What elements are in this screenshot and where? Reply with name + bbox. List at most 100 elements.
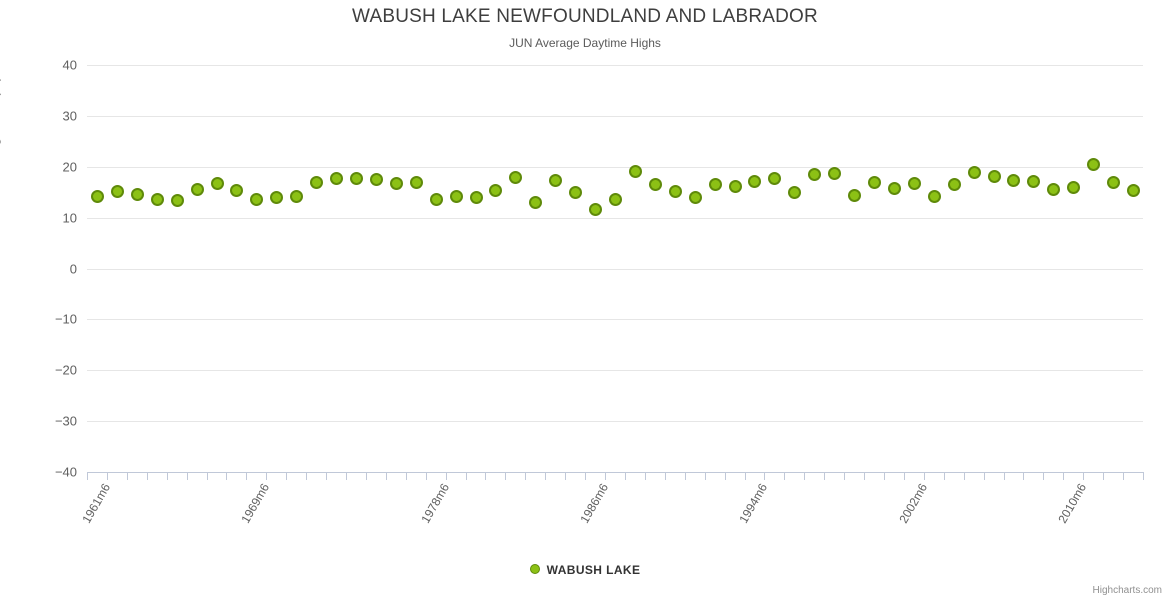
data-point[interactable] [150, 193, 164, 207]
gridline [87, 115, 1143, 117]
data-point[interactable] [489, 183, 503, 197]
data-point[interactable] [788, 186, 802, 200]
chart-subtitle: JUN Average Daytime Highs [509, 36, 661, 50]
x-axis-tick [286, 472, 288, 480]
data-point[interactable] [210, 177, 224, 191]
data-point[interactable] [190, 182, 204, 196]
data-point[interactable] [628, 164, 642, 178]
x-axis-tick-label: 1961m6 [79, 481, 114, 526]
x-axis-tick [664, 472, 666, 480]
data-point[interactable] [90, 189, 104, 203]
x-axis-tick [644, 472, 646, 480]
x-axis-tick [226, 472, 228, 480]
y-axis-tick-label: 40 [62, 57, 77, 73]
data-point[interactable] [668, 185, 682, 199]
data-point[interactable] [509, 171, 523, 185]
x-axis-tick-label: 2002m6 [896, 481, 930, 526]
x-axis-tick [385, 472, 387, 480]
data-point[interactable] [549, 173, 563, 187]
data-point[interactable] [469, 191, 483, 205]
data-point[interactable] [728, 180, 742, 194]
x-axis-tick [824, 472, 826, 480]
data-point[interactable] [290, 189, 304, 203]
data-point[interactable] [967, 165, 981, 179]
x-axis-tick [605, 472, 607, 480]
x-axis-tick [724, 472, 726, 480]
data-point[interactable] [310, 175, 324, 189]
x-axis-tick [764, 472, 766, 480]
x-axis-tick [943, 472, 945, 480]
x-axis-tick [1023, 472, 1025, 480]
x-axis-tick-label: 1978m6 [417, 481, 452, 526]
data-point[interactable] [529, 196, 543, 210]
data-point[interactable] [449, 189, 463, 203]
x-axis-tick [1063, 472, 1065, 480]
legend-item-label[interactable]: WABUSH LAKE [546, 562, 641, 577]
x-axis-tick [465, 472, 467, 480]
x-axis-tick [346, 472, 348, 480]
y-axis-tick-labels: 40 30 20 10 0 −10 −20 −30 −40 [17, 58, 77, 480]
y-axis-tick-label: 10 [62, 210, 77, 226]
data-point[interactable] [110, 184, 124, 198]
x-axis-tick [1083, 472, 1085, 480]
data-point[interactable] [330, 171, 344, 185]
data-point[interactable] [927, 189, 941, 203]
chart-legend[interactable]: WABUSH LAKE [0, 562, 1170, 577]
data-point[interactable] [808, 168, 822, 182]
data-point[interactable] [1047, 183, 1061, 197]
data-point[interactable] [230, 184, 244, 198]
data-point[interactable] [369, 173, 383, 187]
data-point[interactable] [1067, 181, 1081, 195]
data-point[interactable] [569, 185, 583, 199]
gridline [87, 370, 1143, 372]
data-point[interactable] [429, 192, 443, 206]
x-axis-tick [923, 472, 925, 480]
credits-label[interactable]: Highcharts.com [1092, 585, 1162, 596]
x-axis-tick [1003, 472, 1005, 480]
data-point[interactable] [409, 175, 423, 189]
data-point[interactable] [688, 190, 702, 204]
data-point[interactable] [130, 188, 144, 202]
data-point[interactable] [947, 177, 961, 191]
data-point[interactable] [389, 176, 403, 190]
data-point[interactable] [828, 167, 842, 181]
x-axis-tick [585, 472, 587, 480]
y-axis-tick-label: −40 [54, 464, 77, 480]
data-point[interactable] [1007, 174, 1021, 188]
gridline [87, 217, 1143, 219]
data-point[interactable] [609, 192, 622, 206]
data-point[interactable] [250, 192, 264, 206]
data-point[interactable] [708, 178, 722, 192]
x-axis-tick [903, 472, 905, 480]
data-point[interactable] [270, 190, 284, 204]
data-point[interactable] [349, 172, 363, 186]
x-axis-tick [883, 472, 885, 480]
data-point[interactable] [1087, 157, 1101, 171]
data-point[interactable] [848, 189, 862, 203]
data-point[interactable] [748, 174, 762, 188]
x-axis-tick [246, 472, 248, 480]
y-axis-tick-label: 30 [62, 108, 77, 124]
data-point[interactable] [1107, 175, 1121, 189]
x-axis-tick [784, 472, 786, 480]
data-point[interactable] [170, 193, 184, 207]
x-axis-tick [1043, 472, 1045, 480]
x-axis-tick-label: 1994m6 [736, 481, 771, 526]
x-axis-tick [186, 472, 188, 480]
data-point[interactable] [648, 178, 662, 192]
data-point[interactable] [768, 172, 782, 186]
plot-area [87, 65, 1143, 473]
data-point[interactable] [887, 181, 901, 195]
data-point[interactable] [1027, 174, 1041, 188]
data-point[interactable] [987, 169, 1001, 183]
data-point[interactable] [589, 202, 603, 216]
data-point[interactable] [907, 177, 921, 191]
x-axis-tick-label: 1986m6 [577, 481, 612, 526]
gridline [87, 65, 1143, 66]
x-axis-tick [1103, 472, 1105, 480]
data-point[interactable] [1127, 184, 1141, 198]
x-axis-tick-label: 1969m6 [238, 481, 273, 526]
data-point[interactable] [868, 176, 882, 189]
x-axis-tick [505, 472, 507, 480]
